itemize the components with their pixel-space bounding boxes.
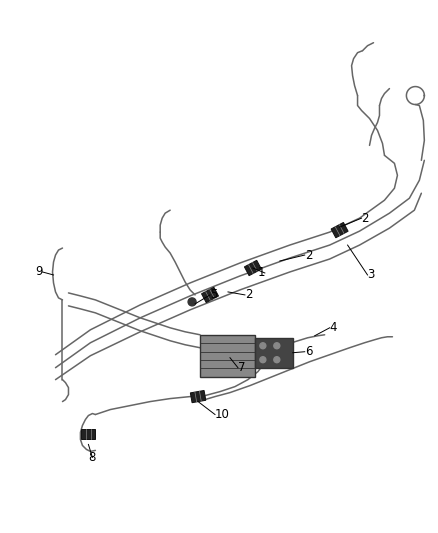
Text: 2: 2 [361,212,369,224]
Text: 1: 1 [258,266,265,279]
Text: 5: 5 [210,288,217,301]
Text: 2: 2 [245,288,252,301]
Text: 10: 10 [215,408,230,421]
Circle shape [274,343,280,349]
Circle shape [274,357,280,362]
Polygon shape [201,287,219,303]
Polygon shape [244,260,261,276]
Text: 4: 4 [330,321,337,334]
Text: 3: 3 [367,269,375,281]
Text: 2: 2 [305,248,312,262]
Polygon shape [81,430,95,439]
Polygon shape [331,222,348,238]
Text: 6: 6 [305,345,312,358]
Circle shape [260,343,266,349]
Polygon shape [191,391,206,403]
Text: 8: 8 [89,451,96,464]
Text: 7: 7 [238,361,245,374]
Circle shape [260,357,266,362]
Bar [255,338,293,368]
Text: 9: 9 [35,265,42,278]
Bar [200,335,255,377]
Circle shape [188,298,196,306]
